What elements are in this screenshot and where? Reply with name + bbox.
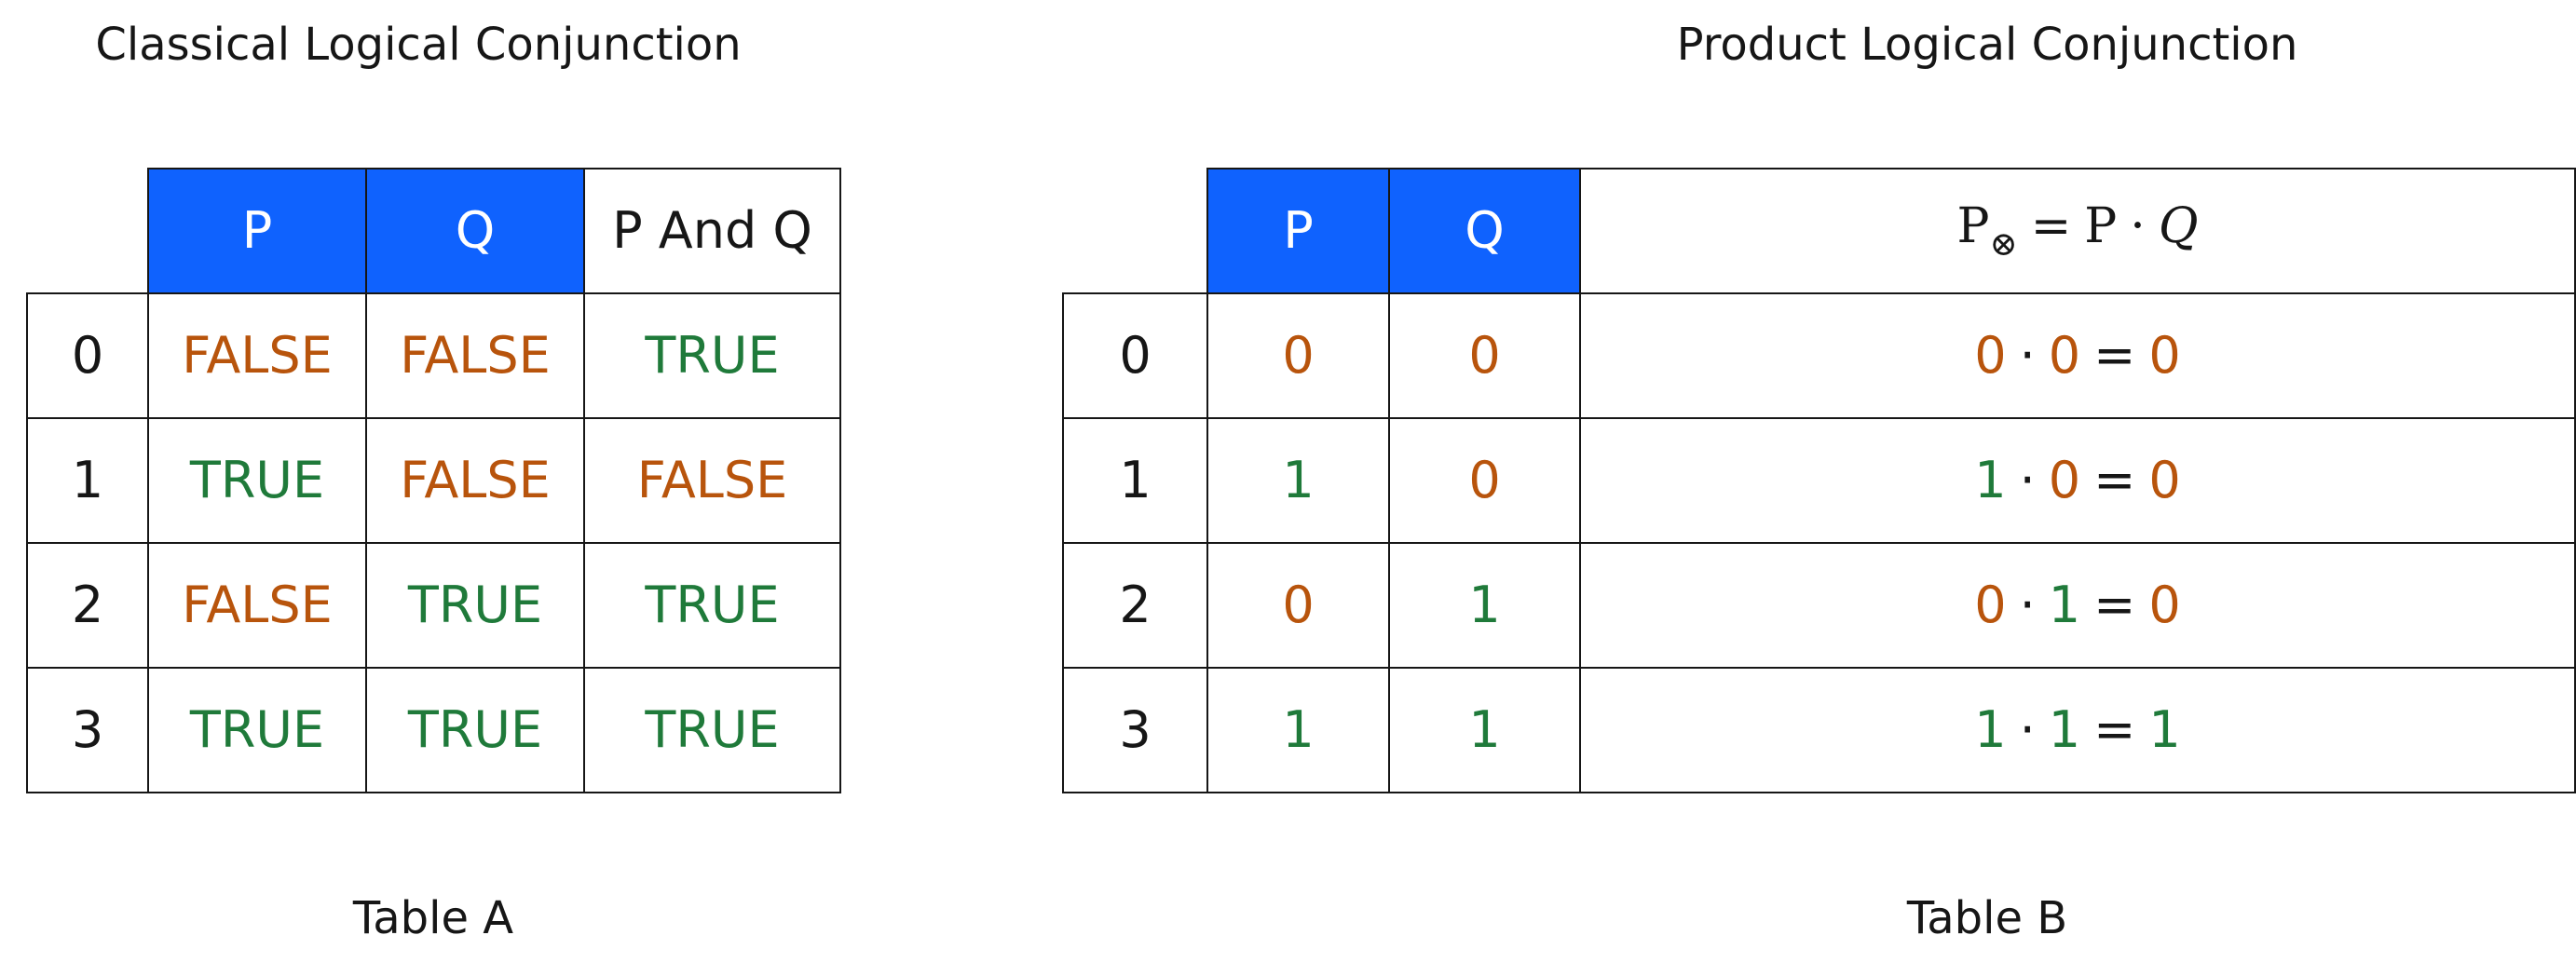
cell-product: 1 · 0 = 0 [1579, 417, 2576, 544]
row-index: 1 [1062, 417, 1208, 544]
table-row: 2 FALSE TRUE TRUE [26, 542, 841, 669]
operand-a: 1 [1974, 451, 2007, 509]
product-formula: P⊗ = P · Q [1956, 198, 2199, 262]
operator: · [2019, 576, 2036, 634]
cell-p: FALSE [147, 542, 367, 669]
cell-result: TRUE [583, 542, 841, 669]
cell-p: 0 [1206, 292, 1390, 419]
operand-b: 0 [2048, 451, 2081, 509]
formula-operator: · [2130, 198, 2146, 254]
table-b: P Q P⊗ = P · Q 0 0 0 0 · 0 = 0 1 1 0 1 · 0 = 0 2 0 1… [1062, 168, 2576, 793]
row-index: 0 [26, 292, 149, 419]
cell-q: TRUE [365, 667, 585, 793]
row-index: 3 [26, 667, 149, 793]
operand-b: 1 [2048, 576, 2081, 634]
table-b-header-p: P [1206, 168, 1390, 294]
cell-result: FALSE [583, 417, 841, 544]
operand-a: 0 [1974, 576, 2007, 634]
cell-result: TRUE [583, 292, 841, 419]
row-index: 2 [1062, 542, 1208, 669]
product-result: 1 [2148, 700, 2181, 759]
table-b-title: Product Logical Conjunction [1676, 19, 2298, 71]
product-result: 0 [2148, 326, 2181, 385]
table-row: 1 TRUE FALSE FALSE [26, 417, 841, 544]
table-b-corner [1063, 169, 1207, 293]
table-row: 2 0 1 0 · 1 = 0 [1062, 542, 2576, 669]
row-index: 3 [1062, 667, 1208, 793]
table-row: 1 1 0 1 · 0 = 0 [1062, 417, 2576, 544]
product-result: 0 [2148, 576, 2181, 634]
row-index: 1 [26, 417, 149, 544]
cell-q: 0 [1388, 292, 1581, 419]
cell-q: FALSE [365, 292, 585, 419]
operand-a: 0 [1974, 326, 2007, 385]
cell-q: TRUE [365, 542, 585, 669]
table-a-header-q: Q [365, 168, 585, 294]
equals: = [2093, 700, 2136, 759]
cell-product: 0 · 0 = 0 [1579, 292, 2576, 419]
equals: = [2093, 451, 2136, 509]
product-result: 0 [2148, 451, 2181, 509]
operand-b: 0 [2048, 326, 2081, 385]
equals: = [2093, 576, 2136, 634]
table-row: 3 1 1 1 · 1 = 1 [1062, 667, 2576, 793]
operator: · [2019, 326, 2036, 385]
cell-p: TRUE [147, 417, 367, 544]
cell-p: 1 [1206, 417, 1390, 544]
formula-rhs-left: P [2084, 198, 2118, 254]
table-a-caption: Table A [352, 892, 514, 944]
table-a-title: Classical Logical Conjunction [95, 19, 742, 71]
cell-p: TRUE [147, 667, 367, 793]
operand-a: 1 [1974, 700, 2007, 759]
operator: · [2019, 700, 2036, 759]
cell-p: FALSE [147, 292, 367, 419]
table-a-corner [27, 169, 148, 293]
cell-product: 0 · 1 = 0 [1579, 542, 2576, 669]
row-index: 2 [26, 542, 149, 669]
table-b-header-row: P Q P⊗ = P · Q [1063, 168, 2576, 294]
table-b-header-formula: P⊗ = P · Q [1579, 168, 2576, 294]
tensor-symbol: ⊗ [1989, 225, 2018, 264]
cell-q: FALSE [365, 417, 585, 544]
table-a-header-row: P Q P And Q [27, 168, 841, 294]
table-row: 3 TRUE TRUE TRUE [26, 667, 841, 793]
formula-base: P [1956, 198, 1990, 254]
cell-product: 1 · 1 = 1 [1579, 667, 2576, 793]
cell-p: 0 [1206, 542, 1390, 669]
table-row: 0 FALSE FALSE TRUE [26, 292, 841, 419]
cell-q: 1 [1388, 542, 1581, 669]
formula-equals: = [2030, 198, 2072, 254]
operator: · [2019, 451, 2036, 509]
cell-result: TRUE [583, 667, 841, 793]
operand-b: 1 [2048, 700, 2081, 759]
row-index: 0 [1062, 292, 1208, 419]
formula-rhs-right: Q [2158, 198, 2199, 254]
equals: = [2093, 326, 2136, 385]
table-b-header-q: Q [1388, 168, 1581, 294]
table-a-header-p: P [147, 168, 367, 294]
table-a-header-result: P And Q [583, 168, 841, 294]
table-row: 0 0 0 0 · 0 = 0 [1062, 292, 2576, 419]
table-a: P Q P And Q 0 FALSE FALSE TRUE 1 TRUE FA… [26, 168, 841, 793]
cell-q: 0 [1388, 417, 1581, 544]
cell-q: 1 [1388, 667, 1581, 793]
cell-p: 1 [1206, 667, 1390, 793]
table-b-caption: Table B [1906, 892, 2068, 944]
